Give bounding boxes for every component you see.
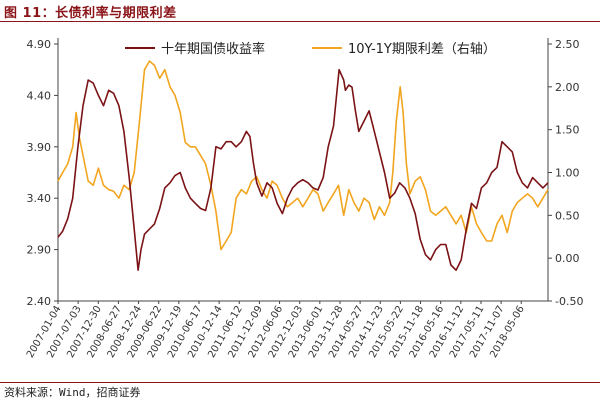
legend-label: 10Y-1Y期限利差（右轴） [348,42,496,57]
chart: 2.40 2.90 3.40 3.90 4.40 4.90 -0.50 0.00 0.50 1.0… [25,38,583,360]
chart-lines [57,60,549,272]
figure-title: 图 11：长债利率与期限利差 [4,6,177,21]
source-divider [0,382,600,383]
right-axis-tick-label: 1.50 [555,124,580,137]
title-divider [0,21,600,22]
right-axis-tick-label: -0.50 [555,295,583,308]
right-axis-tick-label: 1.00 [555,167,580,180]
right-axis-tick-label: 2.50 [555,38,580,51]
left-axis-tick-label: 2.90 [27,244,52,257]
series-line-10y-yield [57,68,549,272]
right-axis-tick-label: 2.00 [555,81,580,94]
right-axis-tick-label: 0.00 [555,252,580,265]
left-axis-tick-label: 2.40 [27,295,52,308]
legend-label: 十年期国债收益率 [161,41,265,57]
series-line-term-spread [57,60,549,251]
chart-legend: 十年期国债收益率 10Y-1Y期限利差（右轴） [125,41,496,57]
source-note: 资料来源：Wind，招商证券 [4,386,141,399]
left-axis-tick-label: 3.90 [27,141,52,154]
left-axis-tick-label: 4.90 [27,38,52,51]
right-axis-tick-label: 0.50 [555,209,580,222]
chart-axes: 2.40 2.90 3.40 3.90 4.40 4.90 -0.50 0.00 0.50 1.0… [25,38,583,360]
left-axis-tick-label: 3.40 [27,192,52,205]
left-axis-tick-label: 4.40 [27,89,52,102]
